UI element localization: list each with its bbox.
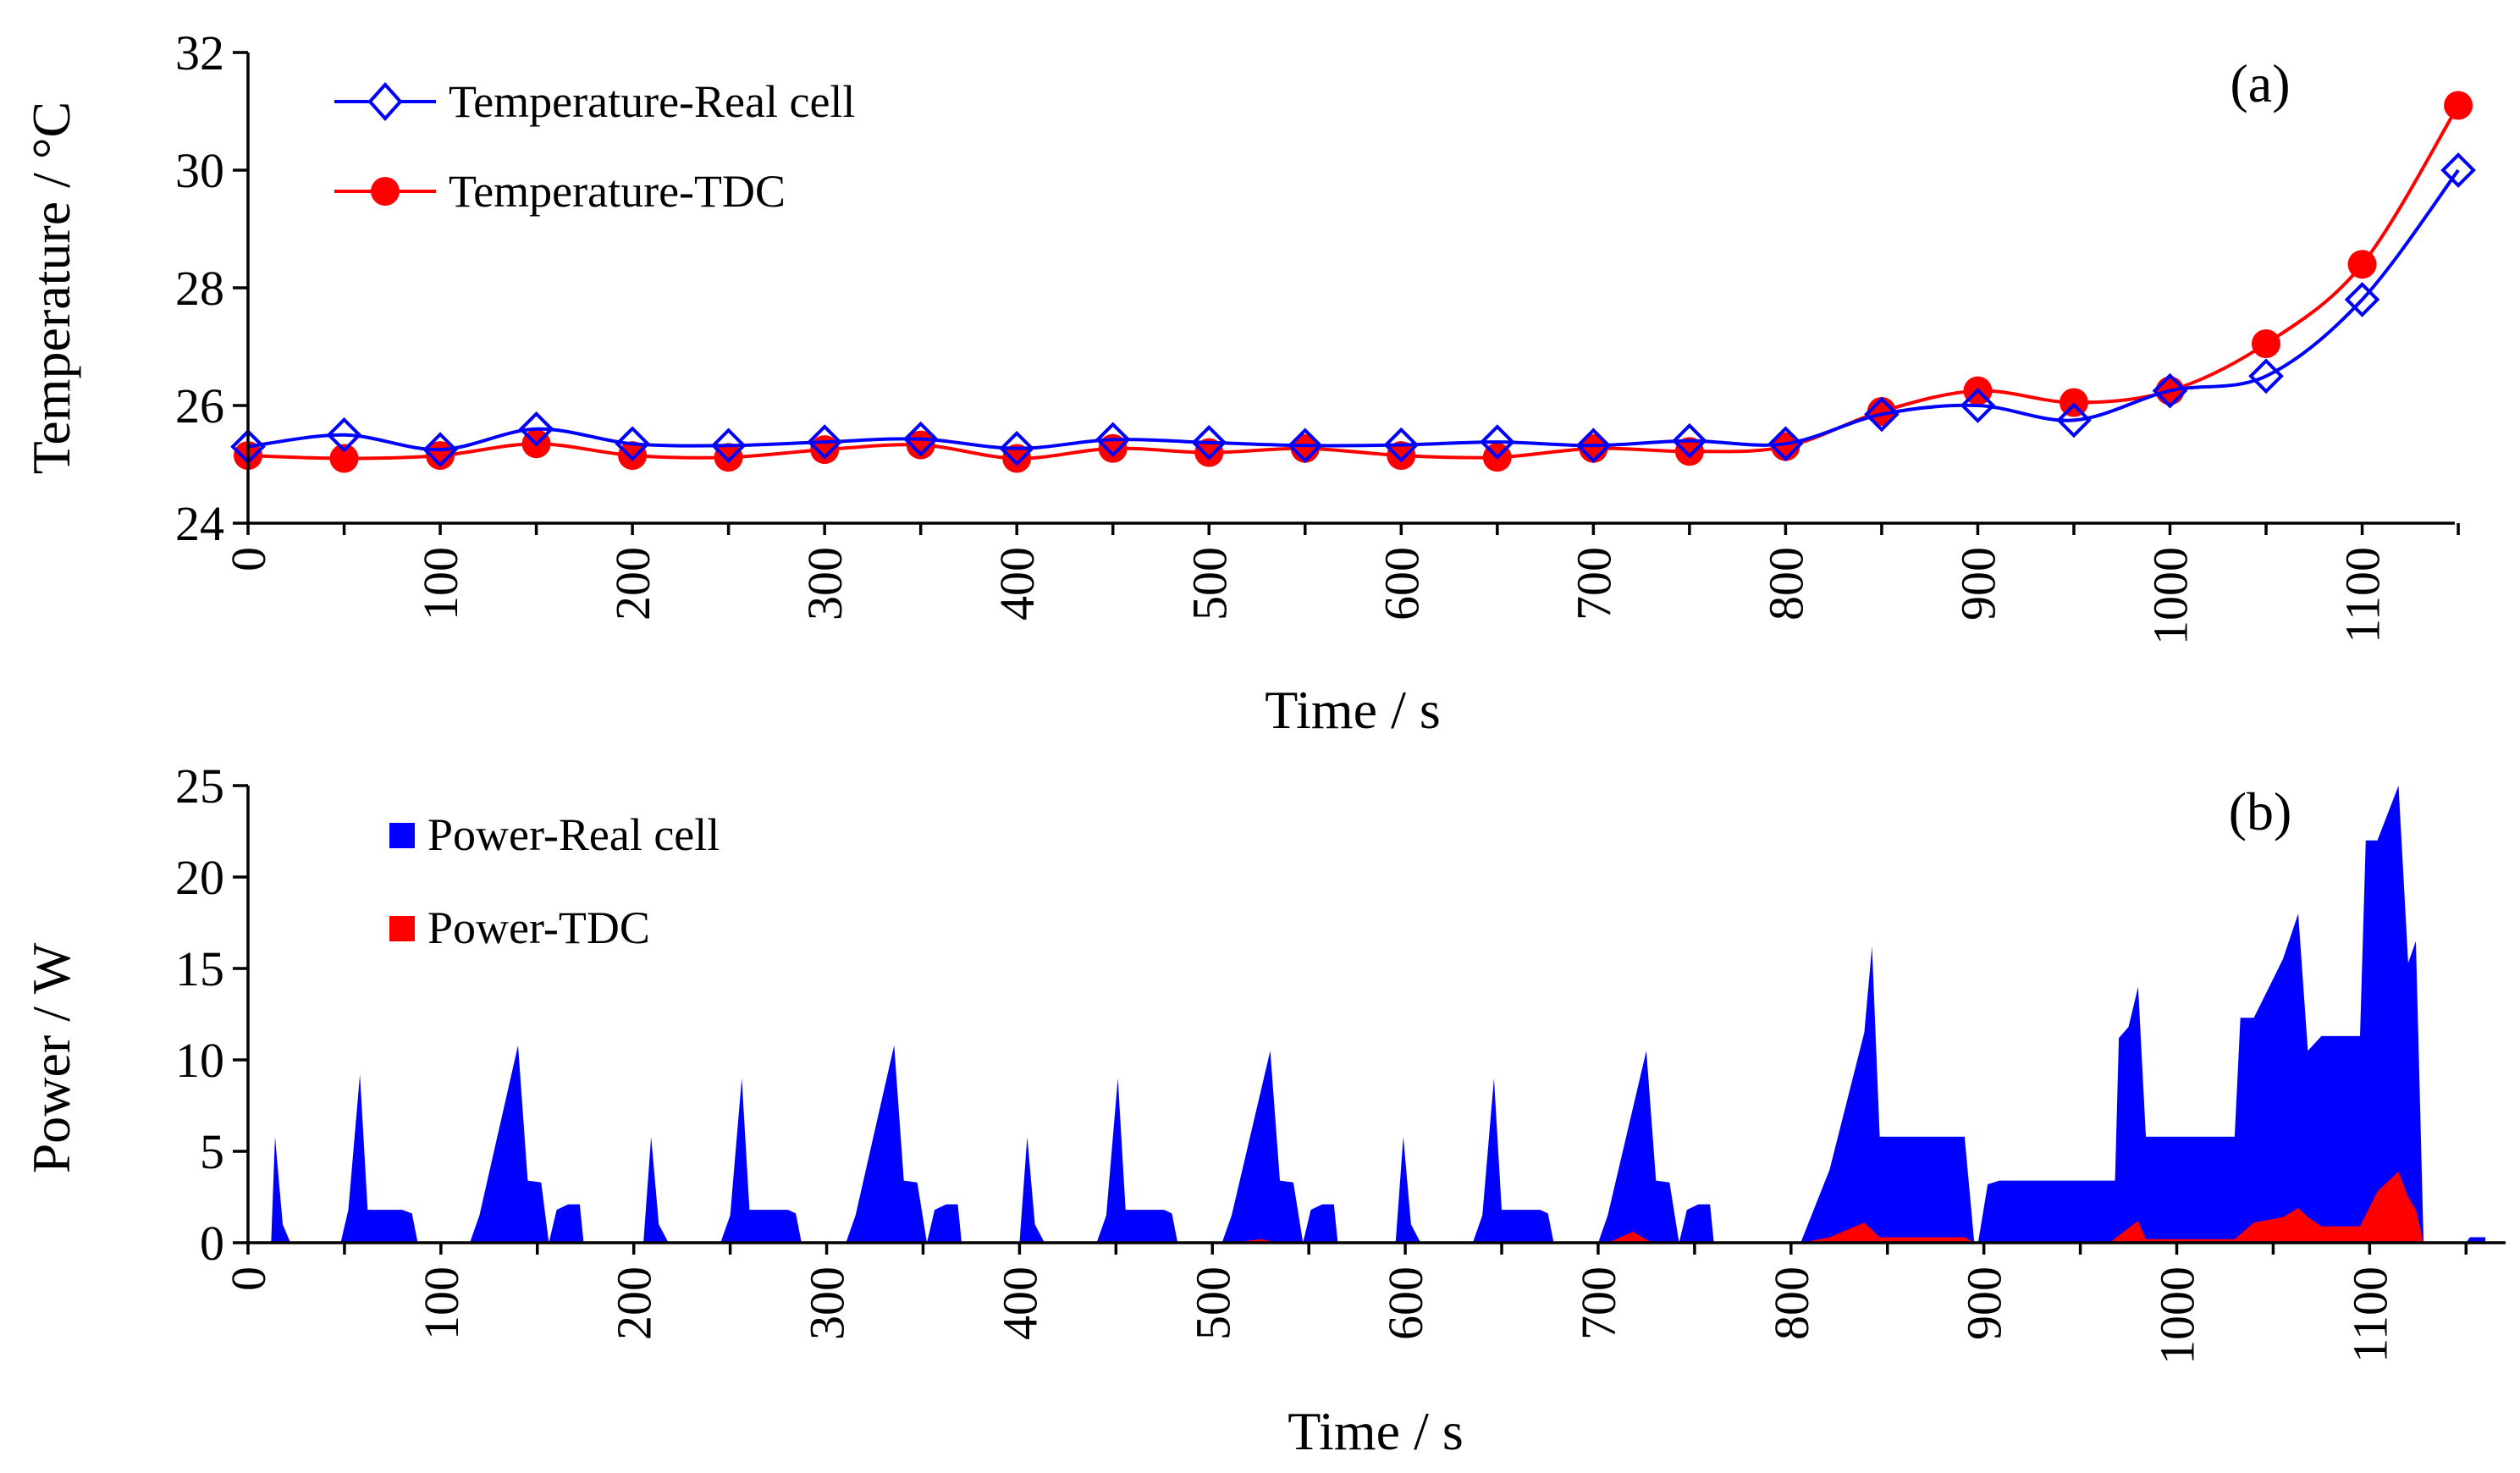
power-y-axis-title: Power / W	[21, 942, 81, 1173]
data-point-real-cell	[1960, 388, 1996, 423]
data-point-real-cell	[518, 411, 554, 447]
x-tick-label: 1000	[2143, 547, 2198, 645]
legend-marker-tdc	[371, 177, 400, 206]
legend-swatch-power-tdc	[389, 916, 415, 941]
x-tick-label: 800	[1764, 1266, 1819, 1340]
data-point-real-cell	[1287, 428, 1323, 464]
x-tick-label: 300	[797, 547, 852, 621]
data-point-real-cell	[1864, 396, 1900, 433]
x-tick-label: 0	[221, 1266, 276, 1291]
data-point-tdc	[714, 443, 743, 472]
temperature-y-ticks: 24 26 28 30 32	[175, 25, 248, 551]
legend-label-power-tdc: Power-TDC	[427, 902, 650, 953]
data-point-tdc	[1674, 437, 1704, 466]
y-tick-label: 24	[175, 496, 224, 551]
power-series-layer	[248, 786, 2486, 1243]
data-point-tdc	[618, 441, 648, 471]
data-point-tdc	[2252, 329, 2280, 358]
legend-label-tdc: Temperature-TDC	[449, 166, 786, 217]
x-tick-label: 1100	[2342, 1266, 2397, 1363]
x-tick-label: 400	[990, 547, 1045, 621]
x-tick-label: 300	[800, 1266, 855, 1340]
temperature-x-axis-title: Time / s	[1265, 680, 1441, 740]
power-panel-label: (b)	[2229, 781, 2292, 841]
data-point-real-cell	[422, 432, 458, 467]
legend-swatch-power-real-cell	[389, 823, 415, 848]
area-series-power-real-cell	[248, 786, 2486, 1243]
data-point-tdc	[329, 444, 359, 473]
y-tick-label: 25	[175, 759, 224, 814]
power-y-ticks: 0 5 10 15 20 25	[175, 759, 248, 1271]
x-tick-label: 900	[1957, 1266, 2012, 1340]
x-tick-label: 1000	[2150, 1266, 2205, 1365]
data-point-tdc	[1387, 441, 1416, 471]
y-tick-label: 10	[175, 1033, 224, 1088]
temperature-series-layer	[230, 91, 2476, 473]
data-point-real-cell	[2248, 358, 2284, 394]
x-tick-label: 200	[607, 1266, 662, 1340]
data-point-real-cell	[1095, 422, 1131, 458]
y-tick-label: 28	[175, 261, 224, 316]
y-tick-label: 15	[175, 941, 224, 996]
data-point-real-cell	[326, 417, 362, 453]
temperature-legend: Temperature-Real cell Temperature-TDC	[334, 76, 855, 217]
data-point-real-cell	[2152, 372, 2188, 409]
data-point-real-cell	[1479, 424, 1515, 460]
power-x-axis-title: Time / s	[1288, 1401, 1464, 1461]
data-point-real-cell	[1191, 424, 1227, 461]
data-point-real-cell	[615, 426, 650, 462]
x-tick-label: 700	[1571, 1266, 1626, 1340]
x-tick-label: 400	[992, 1266, 1047, 1340]
data-point-tdc	[1002, 444, 1032, 473]
data-point-real-cell	[999, 430, 1035, 466]
y-tick-label: 0	[200, 1216, 224, 1271]
data-point-real-cell	[807, 424, 842, 460]
temperature-y-axis-title: Temperature / °C	[21, 102, 81, 475]
y-tick-label: 5	[200, 1124, 224, 1179]
x-tick-label: 1100	[2335, 547, 2390, 643]
data-point-tdc	[2060, 388, 2088, 417]
y-tick-label: 20	[175, 850, 224, 905]
area-series-power-tdc	[248, 1171, 2486, 1243]
power-legend: Power-Real cell Power-TDC	[389, 809, 720, 953]
data-point-real-cell	[1575, 428, 1612, 464]
x-tick-label: 600	[1374, 547, 1429, 621]
data-point-real-cell	[2056, 402, 2092, 439]
temperature-panel: 24 26 28 30 32 0 100 200 300 400 500 600 700 800 900 1…	[21, 25, 2476, 740]
data-point-real-cell	[902, 421, 939, 457]
x-tick-label: 700	[1566, 547, 1621, 621]
data-point-real-cell	[2440, 152, 2476, 188]
data-point-real-cell	[2344, 282, 2380, 317]
x-tick-label: 600	[1378, 1266, 1433, 1340]
x-tick-label: 0	[221, 547, 276, 571]
x-tick-label: 100	[414, 1266, 469, 1340]
temperature-x-ticks: 0 100 200 300 400 500 600 700 800 900 1000 1100	[221, 523, 2460, 645]
data-point-real-cell	[710, 428, 747, 464]
temperature-panel-label: (a)	[2230, 53, 2290, 113]
x-tick-label: 100	[413, 547, 468, 621]
legend-label-real-cell: Temperature-Real cell	[449, 76, 855, 127]
legend-label-power-real-cell: Power-Real cell	[427, 809, 720, 860]
y-tick-label: 26	[175, 378, 224, 433]
data-point-real-cell	[1767, 426, 1804, 462]
x-tick-label: 800	[1758, 547, 1813, 621]
x-tick-label: 900	[1950, 547, 2005, 621]
power-panel: 0 5 10 15 20 25 0 100 200 300 400 500 600 700 800 900 1…	[21, 759, 2506, 1461]
power-x-ticks: 0 100 200 300 400 500 600 700 800 900 1000 1100	[221, 1243, 2468, 1365]
x-tick-label: 200	[605, 547, 660, 621]
legend-marker-real-cell	[367, 82, 403, 121]
x-tick-label: 500	[1185, 1266, 1240, 1340]
series-line-real-cell	[247, 168, 2460, 452]
data-point-tdc	[1194, 438, 1224, 467]
data-point-tdc	[2347, 250, 2377, 279]
y-tick-label: 32	[175, 25, 224, 80]
data-point-real-cell	[1672, 422, 1707, 459]
x-tick-label: 500	[1182, 547, 1237, 621]
data-point-real-cell	[1383, 427, 1420, 463]
data-point-tdc	[2444, 91, 2473, 120]
y-tick-label: 30	[175, 143, 224, 198]
